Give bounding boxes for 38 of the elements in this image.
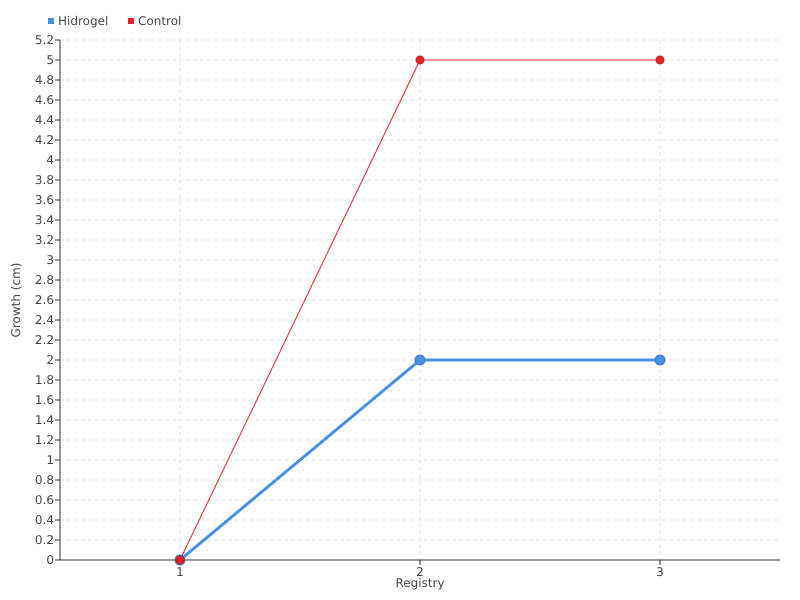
y-tick-label: 4.8 — [34, 73, 54, 88]
y-tick-label: 3.4 — [34, 213, 54, 228]
y-tick-label: 4.4 — [34, 113, 54, 128]
y-tick-label: 2.8 — [34, 273, 54, 288]
y-tick-label: 4 — [46, 153, 54, 168]
y-tick-label: 2.4 — [34, 313, 54, 328]
y-tick-label: 1.6 — [34, 393, 54, 408]
point — [416, 56, 424, 64]
y-tick-label: 3.2 — [34, 233, 54, 248]
y-tick-label: 5.2 — [34, 33, 54, 48]
y-tick-label: 3.6 — [34, 193, 54, 208]
y-tick-label: 3.8 — [34, 173, 54, 188]
y-tick-label: 0 — [46, 553, 54, 568]
legend-label: Control — [138, 14, 182, 28]
y-tick-label: 1.8 — [34, 373, 54, 388]
x-axis-title: Registry — [395, 576, 445, 590]
point — [654, 354, 666, 366]
y-tick-label: 2 — [46, 353, 54, 368]
y-tick-label: 4.6 — [34, 93, 54, 108]
x-tick-label: 2 — [416, 565, 424, 579]
y-tick-label: 5 — [46, 53, 54, 68]
y-tick-label: 0.2 — [34, 533, 54, 548]
y-tick-label: 0.6 — [34, 493, 54, 508]
y-axis-title: Growth (cm) — [9, 262, 23, 338]
y-tick-label: 4.2 — [34, 133, 54, 148]
y-tick-label: 1.4 — [34, 413, 54, 428]
y-tick-label: 3 — [46, 253, 54, 268]
point — [656, 56, 664, 64]
y-tick-label: 0.8 — [34, 473, 54, 488]
legend-label: Hidrogel — [58, 14, 108, 28]
y-tick-label: 2.2 — [34, 333, 54, 348]
y-tick-label: 1 — [46, 453, 54, 468]
point — [414, 354, 426, 366]
y-tick-label: 1.2 — [34, 433, 54, 448]
y-tick-label: 2.6 — [34, 293, 54, 308]
x-tick-label: 1 — [176, 565, 184, 579]
y-tick-label: 0.4 — [34, 513, 54, 528]
x-tick-label: 3 — [656, 565, 664, 579]
